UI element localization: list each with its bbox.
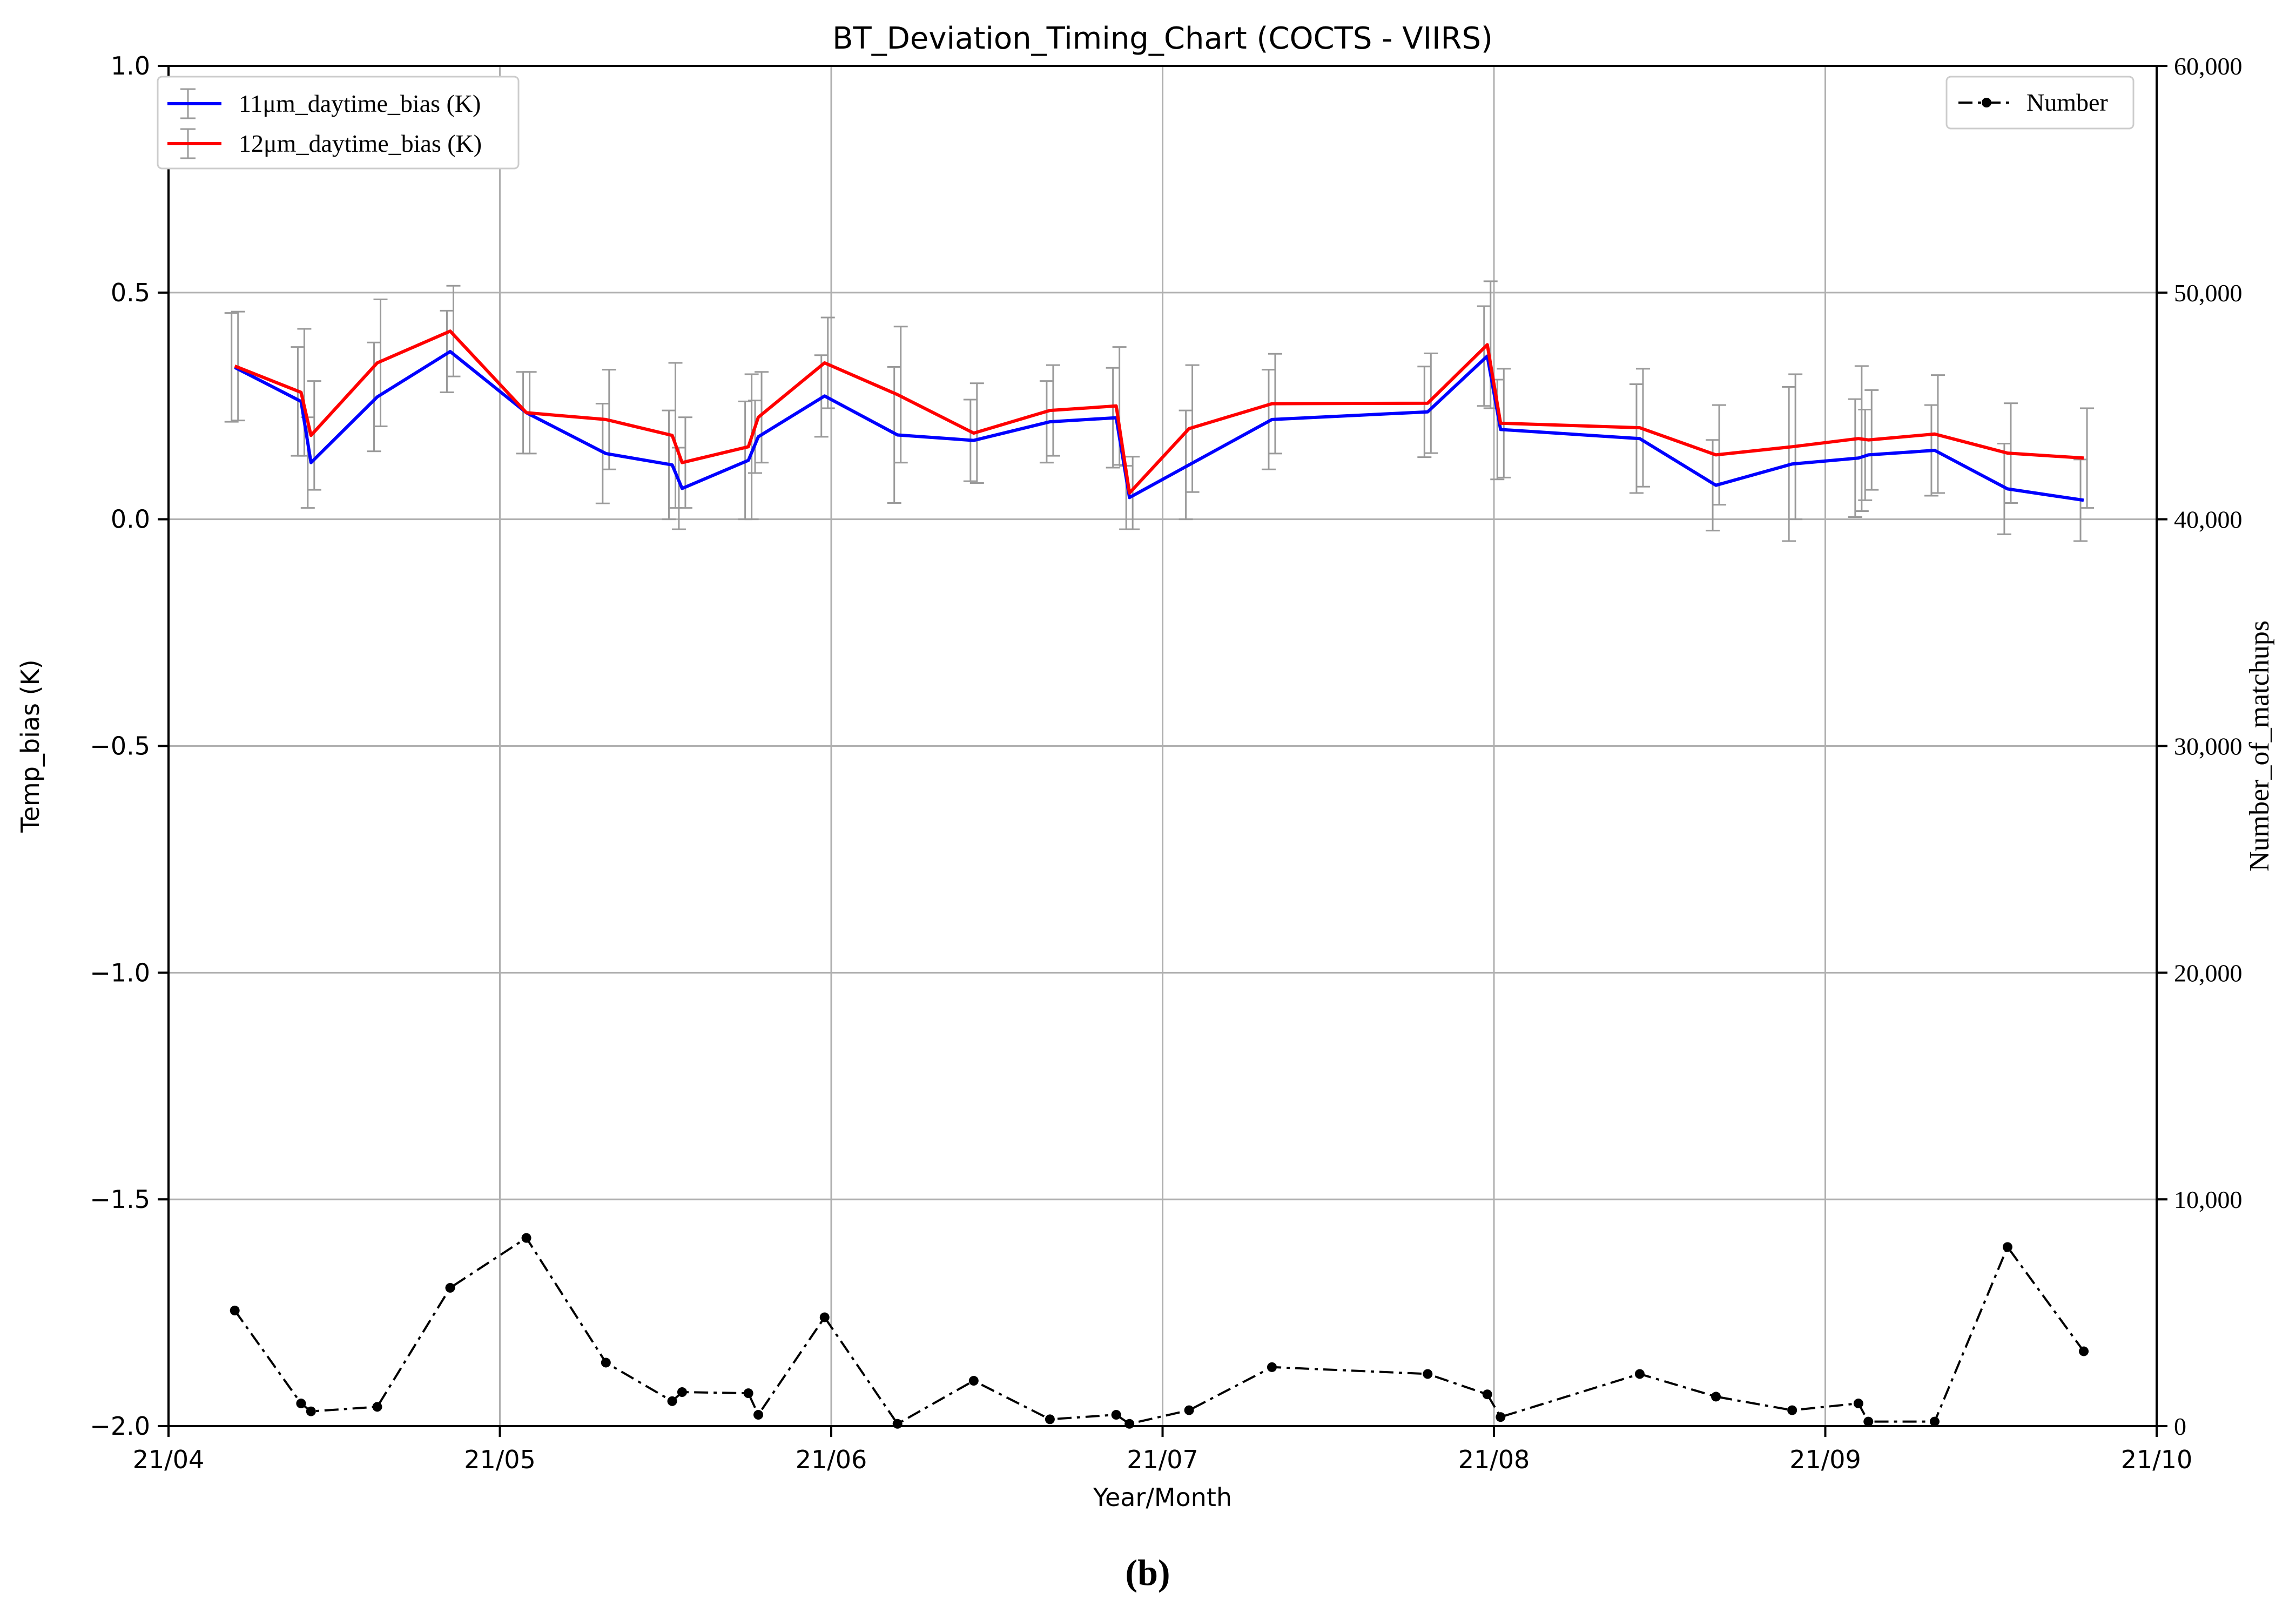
x-tick-label: 21/08 [1458,1445,1530,1474]
number-point [1853,1399,1863,1409]
number-point [743,1388,753,1399]
number-point [1125,1419,1135,1429]
legend-label: 11μm_daytime_bias (K) [239,90,481,117]
series-line-1 [234,329,2084,495]
y-tick-label: −1.5 [90,1185,150,1214]
legend-label: 12μm_daytime_bias (K) [239,130,482,157]
number-point [819,1312,830,1322]
error-bar [1424,352,1438,454]
legend-left: 11μm_daytime_bias (K) 12μm_daytime_bias (… [157,76,520,170]
figure-caption: (b) [1125,1552,1170,1593]
legend-right-box [1945,76,2135,130]
legend-entry: Number [1958,89,2108,116]
number-point [1267,1362,1277,1372]
number-point [306,1406,316,1416]
y2-tick-label: 10,000 [2174,1186,2243,1213]
number-point [1711,1392,1721,1402]
series-line-0 [234,350,2084,502]
error-bar [748,400,763,474]
number-point [892,1419,903,1429]
x-tick-label: 21/06 [796,1445,867,1474]
error-bars [224,280,2095,542]
number-point [2079,1346,2089,1356]
legend-marker [1982,98,1991,107]
legend-label: Number [2026,89,2108,116]
error-bar [814,354,829,438]
number-point [1111,1410,1121,1420]
y2-tick-label: 40,000 [2174,506,2243,534]
number-point [1863,1416,1874,1427]
number-point [521,1233,531,1243]
y-tick-label: 0.5 [111,278,150,307]
legend-entry: 12μm_daytime_bias (K) [167,128,482,159]
error-bar [307,380,321,491]
number-point [1045,1414,1055,1424]
number-point [1423,1369,1433,1379]
number-point [445,1282,455,1293]
x-tick-label: 21/09 [1789,1445,1861,1474]
legend-entry: 11μm_daytime_bias (K) [167,88,481,119]
error-bar [2080,407,2095,509]
number-point [677,1387,687,1397]
number-point [1184,1405,1194,1415]
error-bar [367,341,381,453]
error-bar [755,371,769,464]
y2-axis-label: Number_of_matchups [2244,620,2275,872]
grid-lines [167,65,2158,1427]
number-point [753,1410,764,1420]
y-tick-label: −1.0 [90,958,150,987]
error-bar [446,285,461,377]
y-tick-label: 1.0 [111,51,150,80]
error-bar [1477,305,1491,407]
number-point [1482,1389,1492,1400]
series-line-2 [234,1237,2085,1425]
number-point [372,1402,382,1412]
caption-open: ( [1125,1552,1137,1593]
number-point [968,1376,979,1386]
number-point [296,1399,306,1409]
x-tick-label: 21/04 [133,1445,205,1474]
caption-close: ) [1158,1552,1170,1593]
legend-left-box [157,76,520,170]
error-bar [224,312,239,423]
caption-letter: b [1137,1552,1158,1593]
y2-tick-label: 0 [2174,1413,2186,1440]
y2-tick-label: 50,000 [2174,279,2243,307]
error-bar [1126,456,1140,530]
y2-tick-label: 30,000 [2174,733,2243,760]
error-bar [440,309,454,394]
x-tick-label: 21/05 [464,1445,536,1474]
number-point [1496,1412,1506,1422]
number-point [667,1396,677,1406]
y-axis-label: Temp_bias (K) [16,659,45,833]
number-point [2002,1242,2012,1252]
chart-title: BT_Deviation_Timing_Chart (COCTS - VIIRS… [832,21,1493,56]
y2-tick-label: 60,000 [2174,52,2243,80]
axis-ticks: 21/04 21/05 21/06 21/07 21/08 21/09 21/10 1.0 0.… [90,51,2242,1474]
number-point [1929,1416,1940,1427]
y-tick-label: 0.0 [111,505,150,534]
number-point [1787,1405,1797,1415]
x-axis-label: Year/Month [1093,1483,1232,1512]
series-lines [230,329,2089,1429]
error-bar [744,373,759,521]
x-tick-label: 21/10 [2121,1445,2193,1474]
y-tick-label: −0.5 [90,732,150,761]
error-bar [671,447,686,530]
number-point [1634,1369,1645,1379]
number-point [230,1305,240,1315]
number-point [601,1358,611,1368]
x-tick-label: 21/07 [1127,1445,1199,1474]
y2-tick-label: 20,000 [2174,959,2243,987]
y-tick-label: −2.0 [90,1412,150,1441]
legend-right: Number [1945,76,2135,130]
